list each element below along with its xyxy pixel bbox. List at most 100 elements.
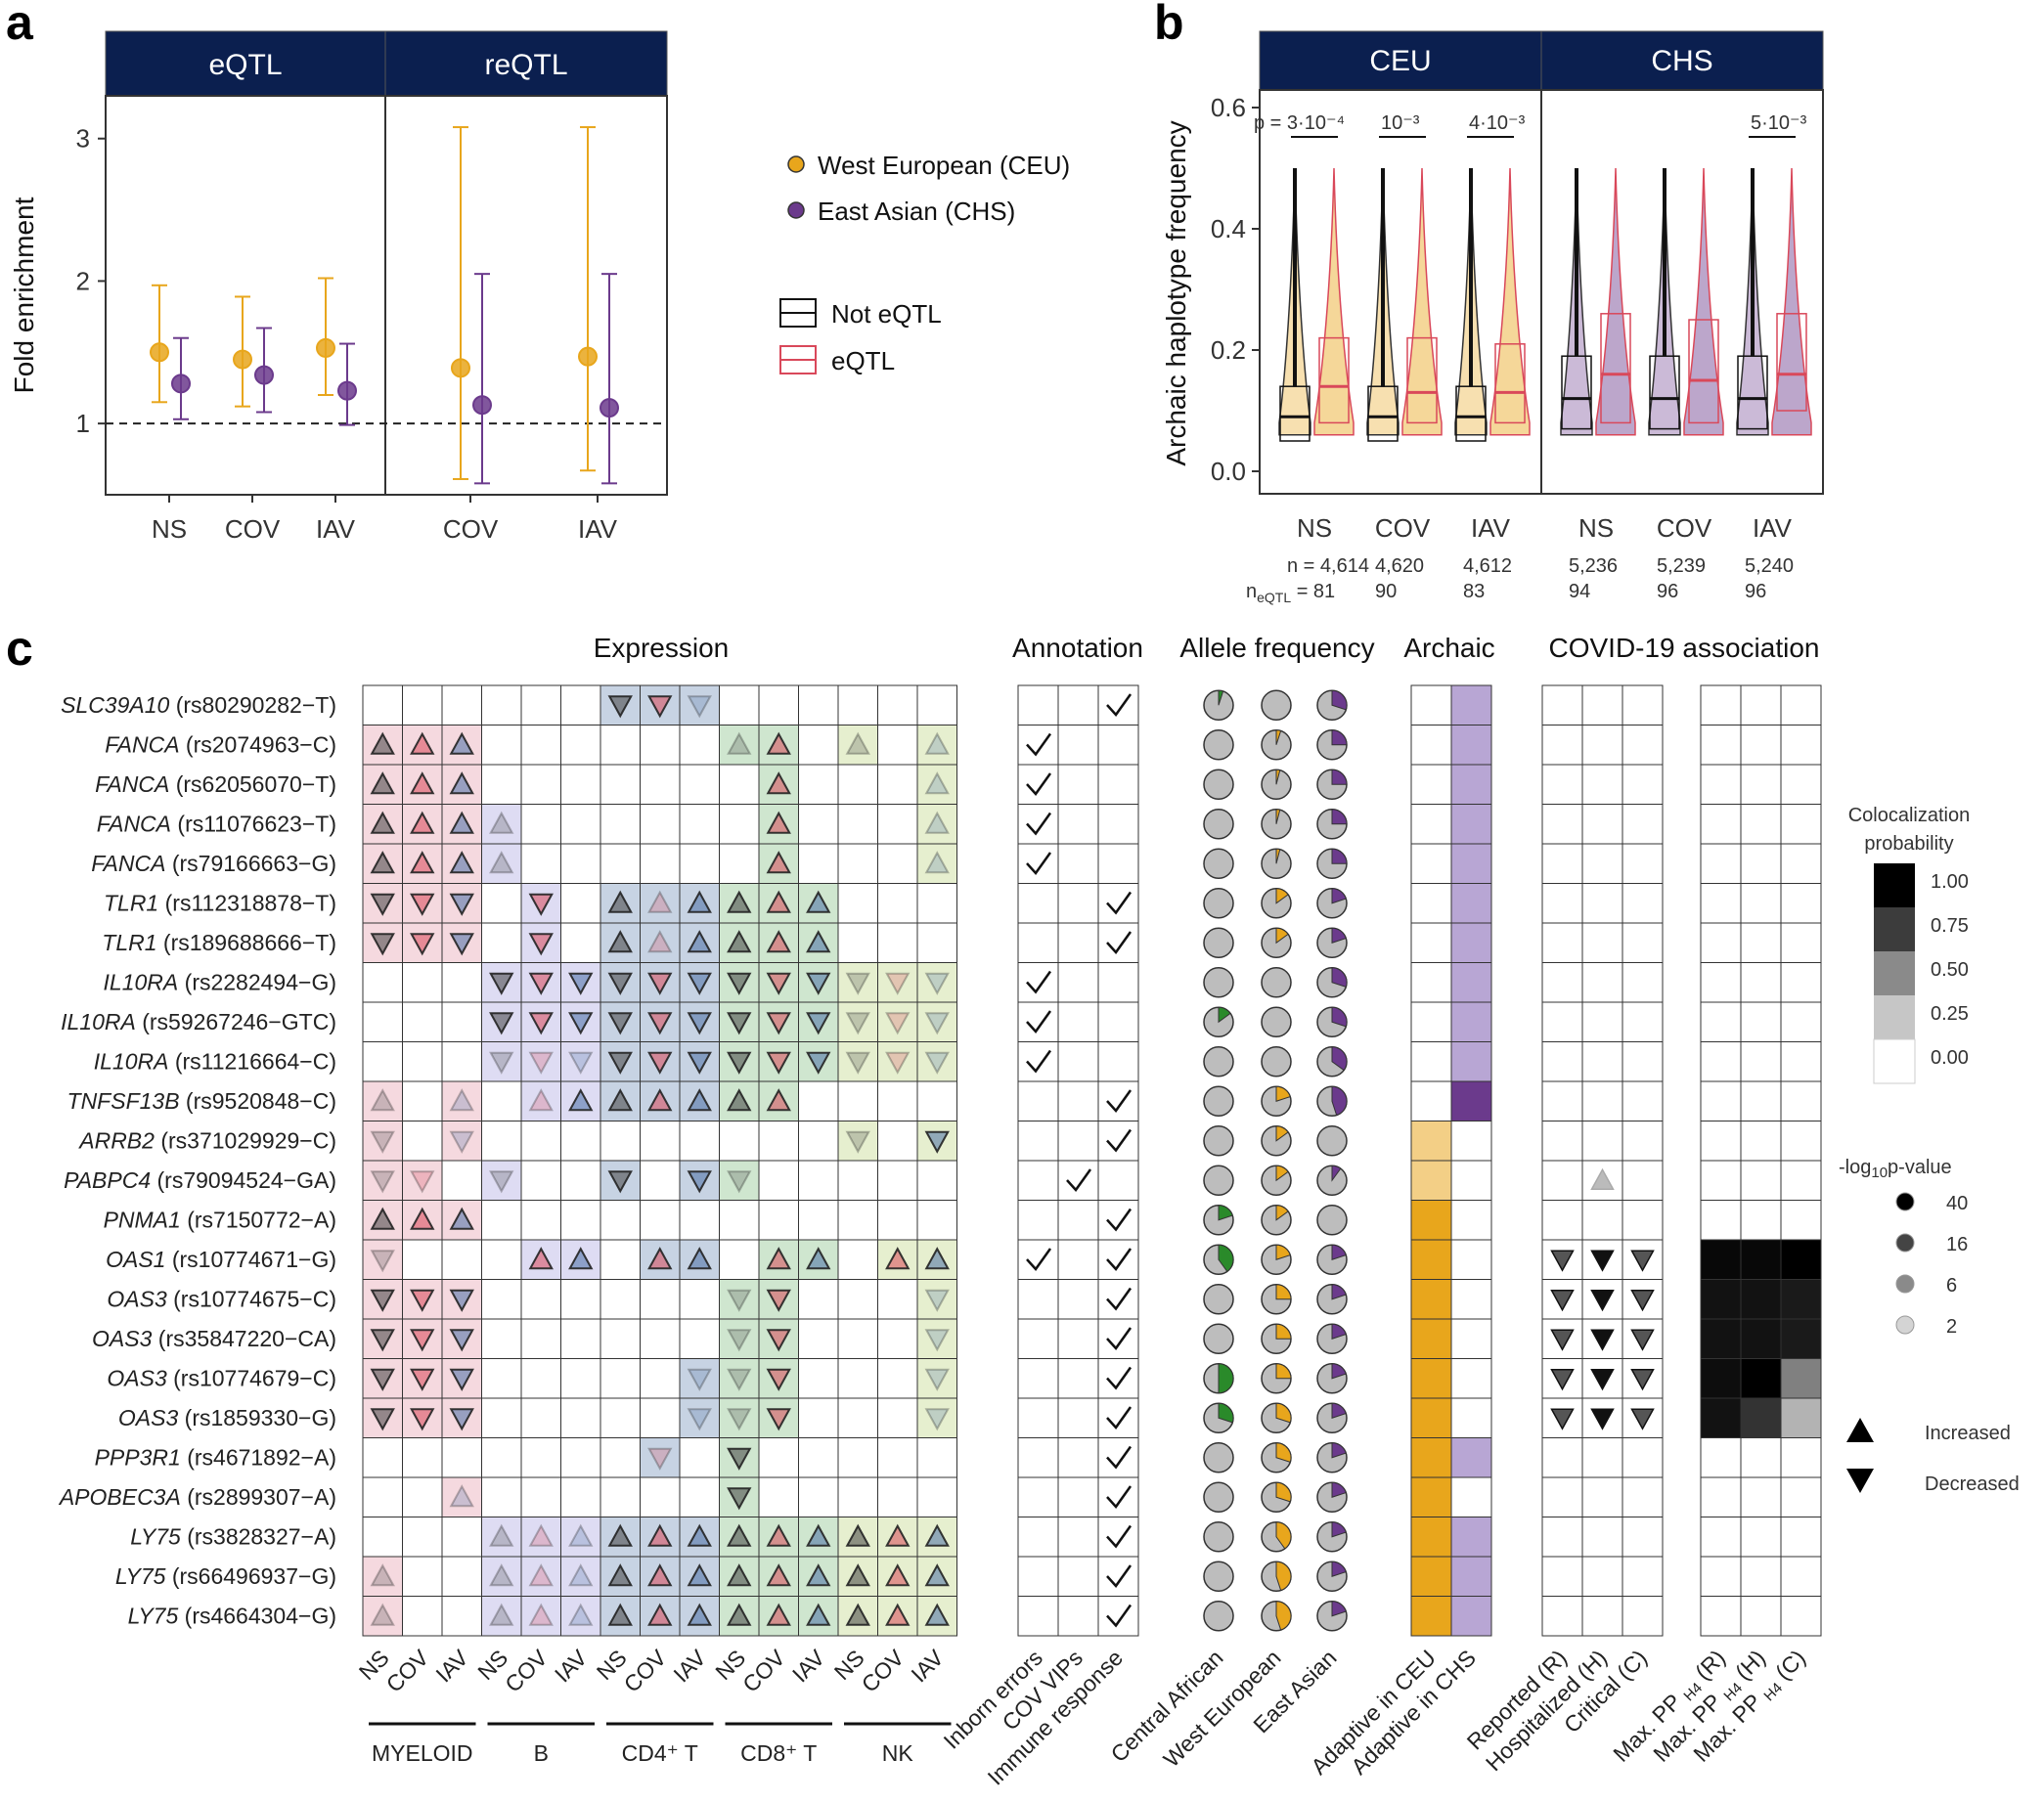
expression-cell bbox=[600, 1437, 641, 1478]
expression-cell bbox=[758, 1160, 799, 1201]
annotation-cell bbox=[1057, 1358, 1099, 1399]
archaic-cell bbox=[1410, 1358, 1452, 1399]
decreased-triangle bbox=[449, 1289, 474, 1312]
expression-cell bbox=[481, 684, 522, 726]
archaic-cell bbox=[1450, 1160, 1492, 1201]
annotation-cell bbox=[1057, 1279, 1099, 1320]
annotation-cell bbox=[1097, 1397, 1139, 1438]
decreased-triangle bbox=[410, 933, 435, 956]
expression-cell bbox=[877, 1200, 918, 1241]
colocalization-cell bbox=[1740, 1239, 1782, 1280]
snp-id: (rs112318878−T) bbox=[158, 891, 336, 916]
expression-cell bbox=[640, 1200, 681, 1241]
decreased-triangle bbox=[806, 1012, 831, 1035]
decreased-triangle bbox=[924, 1329, 950, 1352]
archaic-cell bbox=[1410, 1437, 1452, 1478]
increased-triangle bbox=[687, 1247, 712, 1270]
decreased-triangle bbox=[607, 972, 633, 995]
y-tick-label: 1 bbox=[76, 409, 90, 438]
gene-name: OAS3 bbox=[92, 1326, 153, 1351]
decreased-triangle bbox=[449, 1408, 474, 1431]
snp-id: (rs80290282−T) bbox=[169, 692, 336, 718]
expression-cell bbox=[798, 1358, 839, 1399]
check-mark bbox=[1106, 1485, 1133, 1509]
covid-cell bbox=[1622, 1596, 1664, 1637]
annotation-cell bbox=[1097, 883, 1139, 924]
expression-cell bbox=[441, 1239, 482, 1280]
point-chs bbox=[600, 398, 619, 418]
row-label: OAS3 (rs10774679−C) bbox=[107, 1366, 336, 1391]
expression-cell bbox=[916, 962, 957, 1003]
decreased-triangle bbox=[766, 1289, 791, 1312]
decreased-triangle bbox=[1550, 1290, 1575, 1312]
allele-frequency-pie bbox=[1203, 1323, 1234, 1354]
expression-cell bbox=[798, 1200, 839, 1241]
facet-panel-reqtl bbox=[384, 95, 668, 496]
expression-cell bbox=[640, 804, 681, 845]
snp-id: (rs11076623−T) bbox=[171, 812, 336, 837]
expression-cell bbox=[402, 962, 443, 1003]
expression-cell bbox=[520, 684, 561, 726]
row-label: LY75 (rs3828327−A) bbox=[130, 1524, 336, 1550]
expression-cell bbox=[916, 922, 957, 963]
increased-triangle bbox=[727, 890, 752, 913]
decreased-triangle bbox=[727, 1289, 752, 1312]
expression-cell bbox=[877, 684, 918, 726]
increased-triangle bbox=[568, 1603, 594, 1626]
check-mark bbox=[1026, 1010, 1052, 1033]
condition-label: COV bbox=[381, 1645, 434, 1697]
expression-cell bbox=[402, 1318, 443, 1359]
colocalization-cell bbox=[1700, 1556, 1742, 1597]
check-mark bbox=[1106, 891, 1133, 915]
expression-cell bbox=[719, 725, 760, 766]
allele-frequency-slice bbox=[1331, 1323, 1347, 1340]
allele-frequency-slice bbox=[1218, 1006, 1231, 1024]
coloc-legend-swatch bbox=[1874, 951, 1915, 995]
decreased-triangle bbox=[806, 1051, 831, 1075]
expression-cell bbox=[758, 1437, 799, 1478]
expression-cell bbox=[441, 684, 482, 726]
expression-cell bbox=[837, 684, 878, 726]
expression-cell bbox=[600, 1556, 641, 1597]
coloc-legend-tick: 1.00 bbox=[1931, 871, 1969, 893]
decreased-triangle bbox=[766, 1368, 791, 1391]
expression-cell bbox=[362, 1041, 403, 1082]
gene-name: PPP3R1 bbox=[95, 1445, 181, 1471]
point-chs bbox=[472, 395, 492, 416]
increased-triangle bbox=[806, 930, 831, 953]
section-title: Annotation bbox=[1012, 633, 1143, 663]
decreased-triangle bbox=[607, 1051, 633, 1075]
expression-cell bbox=[402, 1517, 443, 1558]
section-title: Archaic bbox=[1403, 633, 1494, 663]
expression-cell bbox=[877, 1358, 918, 1399]
expression-cell bbox=[798, 725, 839, 766]
annotation-cell bbox=[1057, 725, 1099, 766]
increased-triangle bbox=[528, 1603, 554, 1626]
n-label: n = 4,614 bbox=[1287, 555, 1369, 577]
x-tick-label: IAV bbox=[578, 514, 618, 544]
expression-cell bbox=[560, 725, 601, 766]
gene-name: FANCA bbox=[91, 851, 165, 876]
expression-cell bbox=[877, 962, 918, 1003]
increased-triangle bbox=[647, 1247, 673, 1270]
colocalization-cell bbox=[1700, 922, 1742, 963]
expression-cell bbox=[640, 725, 681, 766]
increased-triangle bbox=[727, 1523, 752, 1547]
increased-triangle bbox=[924, 731, 950, 755]
row-label: PPP3R1 (rs4671892−A) bbox=[95, 1445, 336, 1471]
expression-cell bbox=[520, 1200, 561, 1241]
archaic-cell bbox=[1410, 764, 1452, 805]
expression-cell bbox=[560, 843, 601, 884]
condition-label: COV bbox=[619, 1645, 672, 1697]
expression-cell bbox=[600, 804, 641, 845]
expression-cell bbox=[837, 1041, 878, 1082]
expression-cell bbox=[877, 1318, 918, 1359]
covid-cell bbox=[1541, 1080, 1583, 1121]
row-label: ARRB2 (rs371029929−C) bbox=[77, 1128, 336, 1154]
expression-cell bbox=[560, 684, 601, 726]
decreased-triangle bbox=[607, 1012, 633, 1035]
expression-cell bbox=[481, 1556, 522, 1597]
expression-cell bbox=[600, 1200, 641, 1241]
allele-frequency-pie bbox=[1203, 729, 1234, 761]
